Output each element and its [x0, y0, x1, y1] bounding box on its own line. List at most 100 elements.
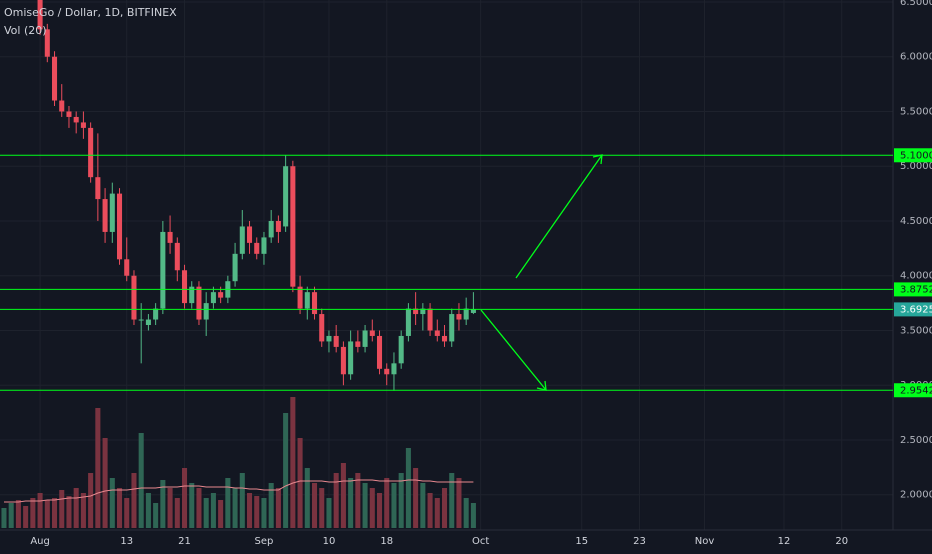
volume-bar — [181, 468, 188, 528]
candle-body — [131, 275, 137, 320]
y-tick-label: 5.0000 — [900, 161, 932, 172]
candle-body — [181, 270, 188, 304]
candle-body — [37, 0, 43, 30]
candle-body — [145, 319, 151, 326]
candle-body — [153, 308, 159, 320]
candle-body — [362, 330, 368, 347]
candle-body — [239, 226, 245, 254]
candle-body — [326, 335, 332, 342]
candle-body — [463, 308, 469, 320]
volume-bar — [355, 473, 361, 528]
volume-bar — [449, 473, 455, 528]
volume-bar — [239, 473, 245, 528]
volume-bar — [304, 468, 310, 528]
candle-body — [405, 308, 411, 336]
volume-bar — [275, 488, 281, 528]
volume-bar — [420, 483, 426, 528]
candle-body — [51, 56, 58, 101]
volume-bar — [376, 493, 383, 528]
volume-bar — [218, 500, 224, 528]
x-tick-label: 15 — [575, 536, 588, 547]
candle-body — [167, 231, 173, 243]
volume-bar — [333, 473, 339, 528]
volume-bar — [167, 488, 173, 528]
level-label: 5.1000 — [900, 150, 932, 161]
volume-bar — [210, 493, 216, 528]
volume-bar — [391, 483, 397, 528]
candle-body — [268, 220, 274, 238]
volume-bar — [116, 488, 123, 528]
volume-bar — [203, 498, 209, 528]
level-label: 2.9542 — [900, 385, 932, 396]
volume-bar — [88, 473, 94, 528]
volume-bar — [405, 448, 411, 528]
y-tick-label: 2.0000 — [900, 490, 932, 501]
candle-body — [311, 292, 318, 315]
x-tick-label: Oct — [472, 536, 489, 547]
candle-body — [297, 286, 303, 309]
candle-body — [391, 363, 397, 375]
volume-bar — [326, 498, 332, 528]
y-tick-label: 6.5000 — [900, 0, 932, 8]
candle-body — [434, 330, 440, 336]
y-tick-label: 4.5000 — [900, 216, 932, 227]
candle-body — [398, 335, 404, 364]
candle-body — [210, 292, 216, 304]
x-tick-label: Sep — [255, 536, 274, 547]
volume-bar — [145, 493, 151, 528]
x-tick-label: 18 — [380, 536, 393, 547]
candle-body — [254, 242, 260, 254]
volume-bar — [44, 500, 50, 528]
volume-bar — [413, 468, 419, 528]
candle-body — [138, 319, 144, 321]
volume-bar — [319, 488, 325, 528]
candle-body — [218, 292, 224, 298]
indicator-label: Vol (20) — [4, 24, 47, 37]
candle-body — [283, 166, 289, 227]
volume-bar — [261, 498, 267, 528]
volume-bar — [427, 493, 433, 528]
candle-body — [80, 122, 86, 128]
x-tick-label: 12 — [778, 536, 791, 547]
y-tick-label: 2.5000 — [900, 435, 932, 446]
volume-bar — [456, 478, 462, 528]
candle-body — [355, 341, 361, 347]
volume-bar — [59, 490, 65, 528]
volume-bar — [66, 496, 72, 528]
candle-body — [348, 341, 354, 375]
volume-bar — [362, 483, 368, 528]
y-tick-label: 4.0000 — [900, 271, 932, 282]
level-label-box — [894, 282, 932, 297]
candle-body — [290, 166, 296, 287]
volume-bar — [37, 493, 43, 528]
candle-body — [102, 199, 108, 232]
volume-bar — [290, 397, 296, 528]
grid — [0, 0, 893, 530]
volume-bar — [160, 480, 166, 528]
candle-body — [44, 29, 50, 57]
x-tick-label: 10 — [323, 536, 336, 547]
candle-body — [449, 314, 455, 342]
volume-bar — [51, 498, 58, 528]
candle-body — [304, 292, 310, 309]
candle-body — [456, 314, 462, 320]
candle-body — [275, 220, 281, 232]
volume-bar — [340, 463, 346, 528]
volume-bar — [73, 488, 79, 528]
candle-body — [109, 193, 115, 232]
candle-body — [73, 116, 79, 123]
volume-bar — [80, 493, 86, 528]
volume-bar — [196, 488, 202, 528]
x-tick-label: Aug — [30, 536, 50, 547]
volume-bar — [109, 478, 115, 528]
candle-body — [441, 335, 448, 342]
volume-bar — [95, 408, 101, 528]
x-tick-label: Nov — [695, 536, 715, 547]
candle-body — [246, 226, 253, 243]
level-label-box — [894, 383, 932, 398]
y-tick-label: 3.5000 — [900, 325, 932, 336]
candle-body — [470, 309, 476, 313]
volume-bar — [15, 500, 21, 528]
volume-bar — [470, 503, 476, 528]
